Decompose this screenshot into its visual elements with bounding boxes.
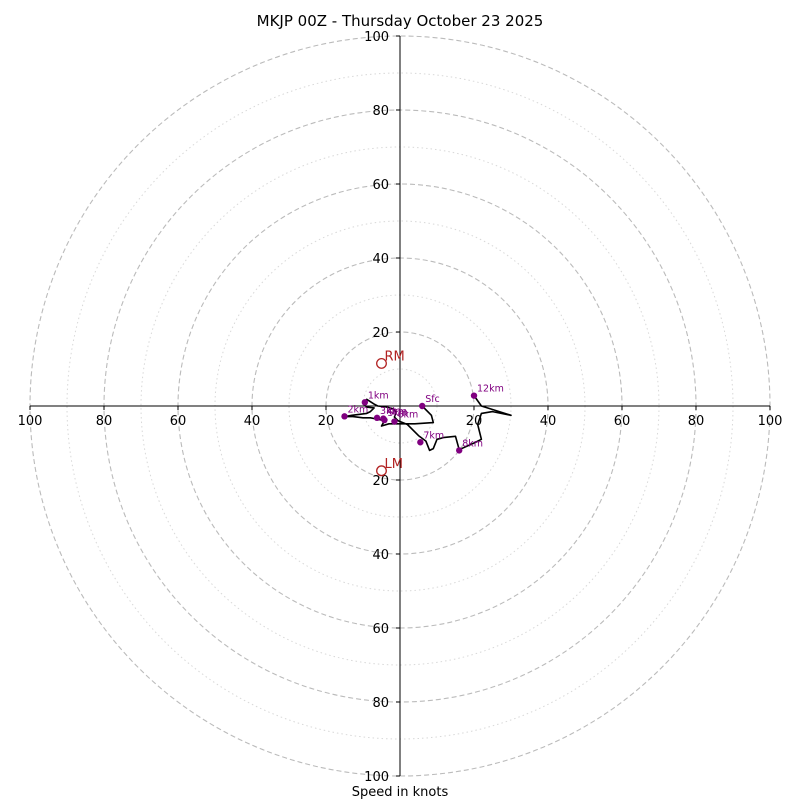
height-marker-Sfc (419, 402, 426, 410)
height-marker-5km (381, 416, 388, 424)
y-tick-label: 60 (372, 178, 389, 193)
x-tick-label: 20 (318, 414, 335, 429)
y-tick-label: 100 (364, 30, 389, 45)
x-tick-label: 60 (614, 414, 631, 429)
axes (30, 36, 770, 776)
x-tick-label: 60 (170, 414, 187, 429)
height-marker-label-1km: 1km (368, 390, 389, 401)
height-marker-7km (417, 439, 424, 446)
y-tick-label: 40 (372, 252, 389, 267)
y-tick-label: 80 (372, 104, 389, 119)
y-tick-label: 60 (372, 622, 389, 637)
height-marker-label-12km: 12km (477, 384, 504, 395)
height-marker-label-Sfc: Sfc (425, 394, 440, 405)
height-marker-2km (341, 413, 348, 420)
y-tick-label: 80 (372, 696, 389, 711)
chart-title: MKJP 00Z - Thursday October 23 2025 (257, 12, 544, 30)
height-marker-label-4km: 4km (386, 407, 407, 418)
height-marker-label-2km: 2km (348, 404, 369, 415)
height-marker-1km (361, 399, 369, 406)
storm-motion-markers: RM LM (376, 349, 405, 477)
height-marker-label-5km: 5km (387, 408, 408, 419)
y-tick-label: 20 (372, 326, 389, 341)
tick-labels: 100 80 60 40 20 20 40 60 80 100100806040202040608… (18, 30, 783, 785)
height-marker-3km (373, 414, 381, 422)
y-tick-label: 20 (372, 474, 389, 489)
height-marker-label-7km: 7km (423, 430, 444, 441)
x-tick-label: 40 (244, 414, 261, 429)
y-tick-label: 100 (364, 770, 389, 785)
storm-motion-label-LM: LM (385, 457, 403, 472)
y-tick-label: 40 (372, 548, 389, 563)
x-tick-label: 80 (96, 414, 113, 429)
x-tick-label: 40 (540, 414, 557, 429)
x-tick-label: 100 (758, 414, 783, 429)
height-marker-8km (456, 447, 463, 454)
x-tick-label: 80 (688, 414, 705, 429)
x-axis-label: Speed in knots (352, 785, 449, 800)
height-marker-label-6km: 6km (397, 410, 418, 421)
height-marker-label-3km: 3km (380, 406, 401, 417)
height-marker-label-8km: 8km (462, 438, 483, 449)
storm-motion-LM (376, 465, 387, 477)
storm-motion-RM (376, 358, 387, 369)
x-tick-label: 100 (18, 414, 43, 429)
storm-motion-label-RM: RM (385, 349, 405, 364)
height-marker-12km (470, 392, 478, 399)
height-marker-6km (391, 418, 398, 425)
